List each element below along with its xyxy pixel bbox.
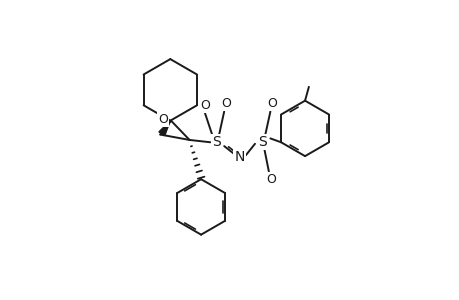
Text: S: S bbox=[212, 135, 220, 149]
Text: O: O bbox=[158, 113, 168, 126]
Text: O: O bbox=[220, 97, 230, 110]
Text: N: N bbox=[234, 150, 244, 164]
Text: O: O bbox=[266, 97, 276, 110]
Text: S: S bbox=[258, 135, 267, 149]
Text: O: O bbox=[266, 173, 275, 186]
Polygon shape bbox=[158, 121, 170, 136]
Text: O: O bbox=[200, 99, 209, 112]
